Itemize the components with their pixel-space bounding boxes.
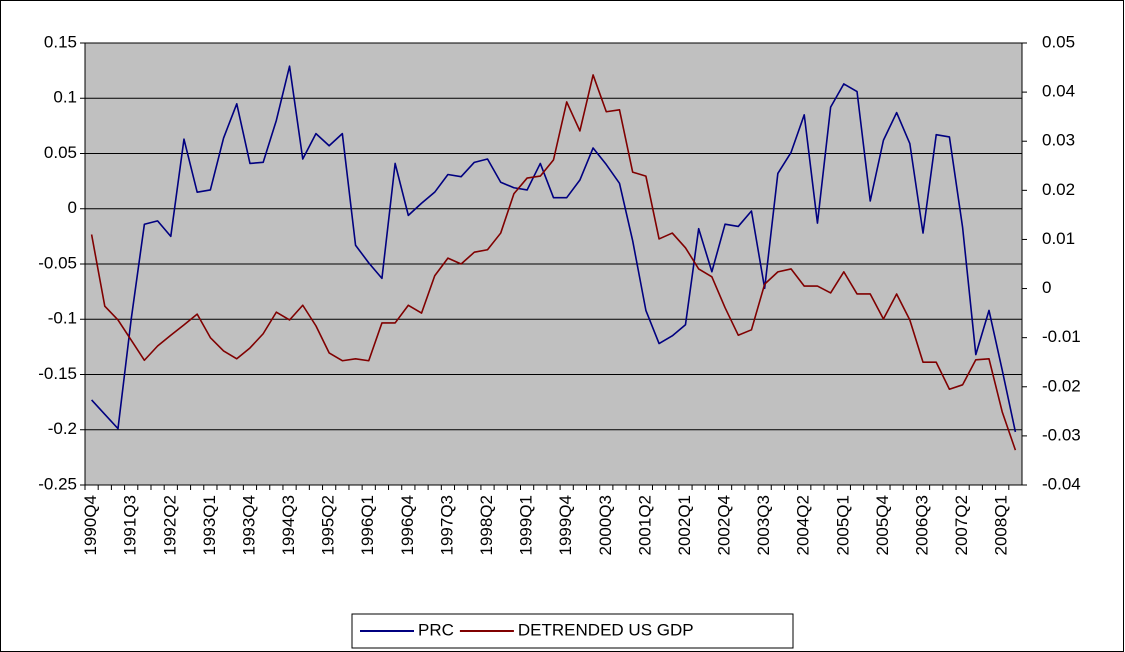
- x-tick-label: 1992Q2: [160, 495, 179, 556]
- y2-tick-label: -0.03: [1042, 425, 1081, 444]
- x-tick-label: 1997Q3: [437, 495, 456, 556]
- x-tick-label: 2002Q1: [675, 495, 694, 556]
- x-tick-label: 1999Q4: [556, 495, 575, 556]
- y-tick-label: -0.15: [38, 364, 77, 383]
- y-tick-label: -0.1: [48, 309, 77, 328]
- legend-box: [351, 613, 794, 649]
- plot-border: [84, 42, 1023, 486]
- x-tick-label: 1996Q1: [358, 495, 377, 556]
- x-tick-label: 1994Q3: [279, 495, 298, 556]
- y2-tick-label: 0.03: [1042, 131, 1075, 150]
- x-tick-label: 1990Q4: [81, 495, 100, 556]
- x-tick-label: 1996Q4: [398, 495, 417, 556]
- y2-tick-label: 0: [1042, 278, 1051, 297]
- y-tick-label: 0.1: [53, 88, 77, 107]
- x-tick-label: 2004Q2: [794, 495, 813, 556]
- x-tick-label: 2007Q2: [952, 495, 971, 556]
- y-tick-label: 0.15: [44, 32, 77, 51]
- legend-label: PRC: [418, 620, 454, 639]
- x-tick-label: 2005Q1: [833, 495, 852, 556]
- x-tick-label: 1993Q1: [200, 495, 219, 556]
- x-tick-label: 2006Q3: [913, 495, 932, 556]
- y-tick-label: -0.05: [38, 253, 77, 272]
- series-line: [90, 74, 1017, 451]
- y-tick-label: -0.2: [48, 419, 77, 438]
- x-tick-label: 1999Q1: [517, 495, 536, 556]
- y2-tick-label: 0.04: [1042, 82, 1075, 101]
- legend-label: DETRENDED US GDP: [518, 620, 694, 639]
- x-tick-label: 2001Q2: [635, 495, 654, 556]
- y-tick-label: 0: [68, 198, 77, 217]
- y2-tick-label: 0.02: [1042, 180, 1075, 199]
- x-tick-label: 2000Q3: [596, 495, 615, 556]
- x-tick-label: 2002Q4: [715, 495, 734, 556]
- x-tick-label: 2003Q3: [754, 495, 773, 556]
- y2-tick-label: -0.02: [1042, 376, 1081, 395]
- x-tick-label: 1998Q2: [477, 495, 496, 556]
- x-tick-label: 2005Q4: [873, 495, 892, 556]
- x-tick-label: 1993Q4: [239, 495, 258, 556]
- y2-tick-label: -0.01: [1042, 327, 1081, 346]
- x-tick-label: 2008Q1: [992, 495, 1011, 556]
- x-tick-label: 1991Q3: [121, 495, 140, 556]
- legend: PRC DETRENDED US GDP: [351, 613, 794, 649]
- y-tick-label: 0.05: [44, 143, 77, 162]
- y2-tick-label: -0.04: [1042, 474, 1081, 493]
- y2-tick-label: 0.01: [1042, 229, 1075, 248]
- x-tick-label: 1995Q2: [319, 495, 338, 556]
- y-tick-label: -0.25: [38, 474, 77, 493]
- y2-tick-label: 0.05: [1042, 32, 1075, 51]
- series-line: [91, 65, 1017, 433]
